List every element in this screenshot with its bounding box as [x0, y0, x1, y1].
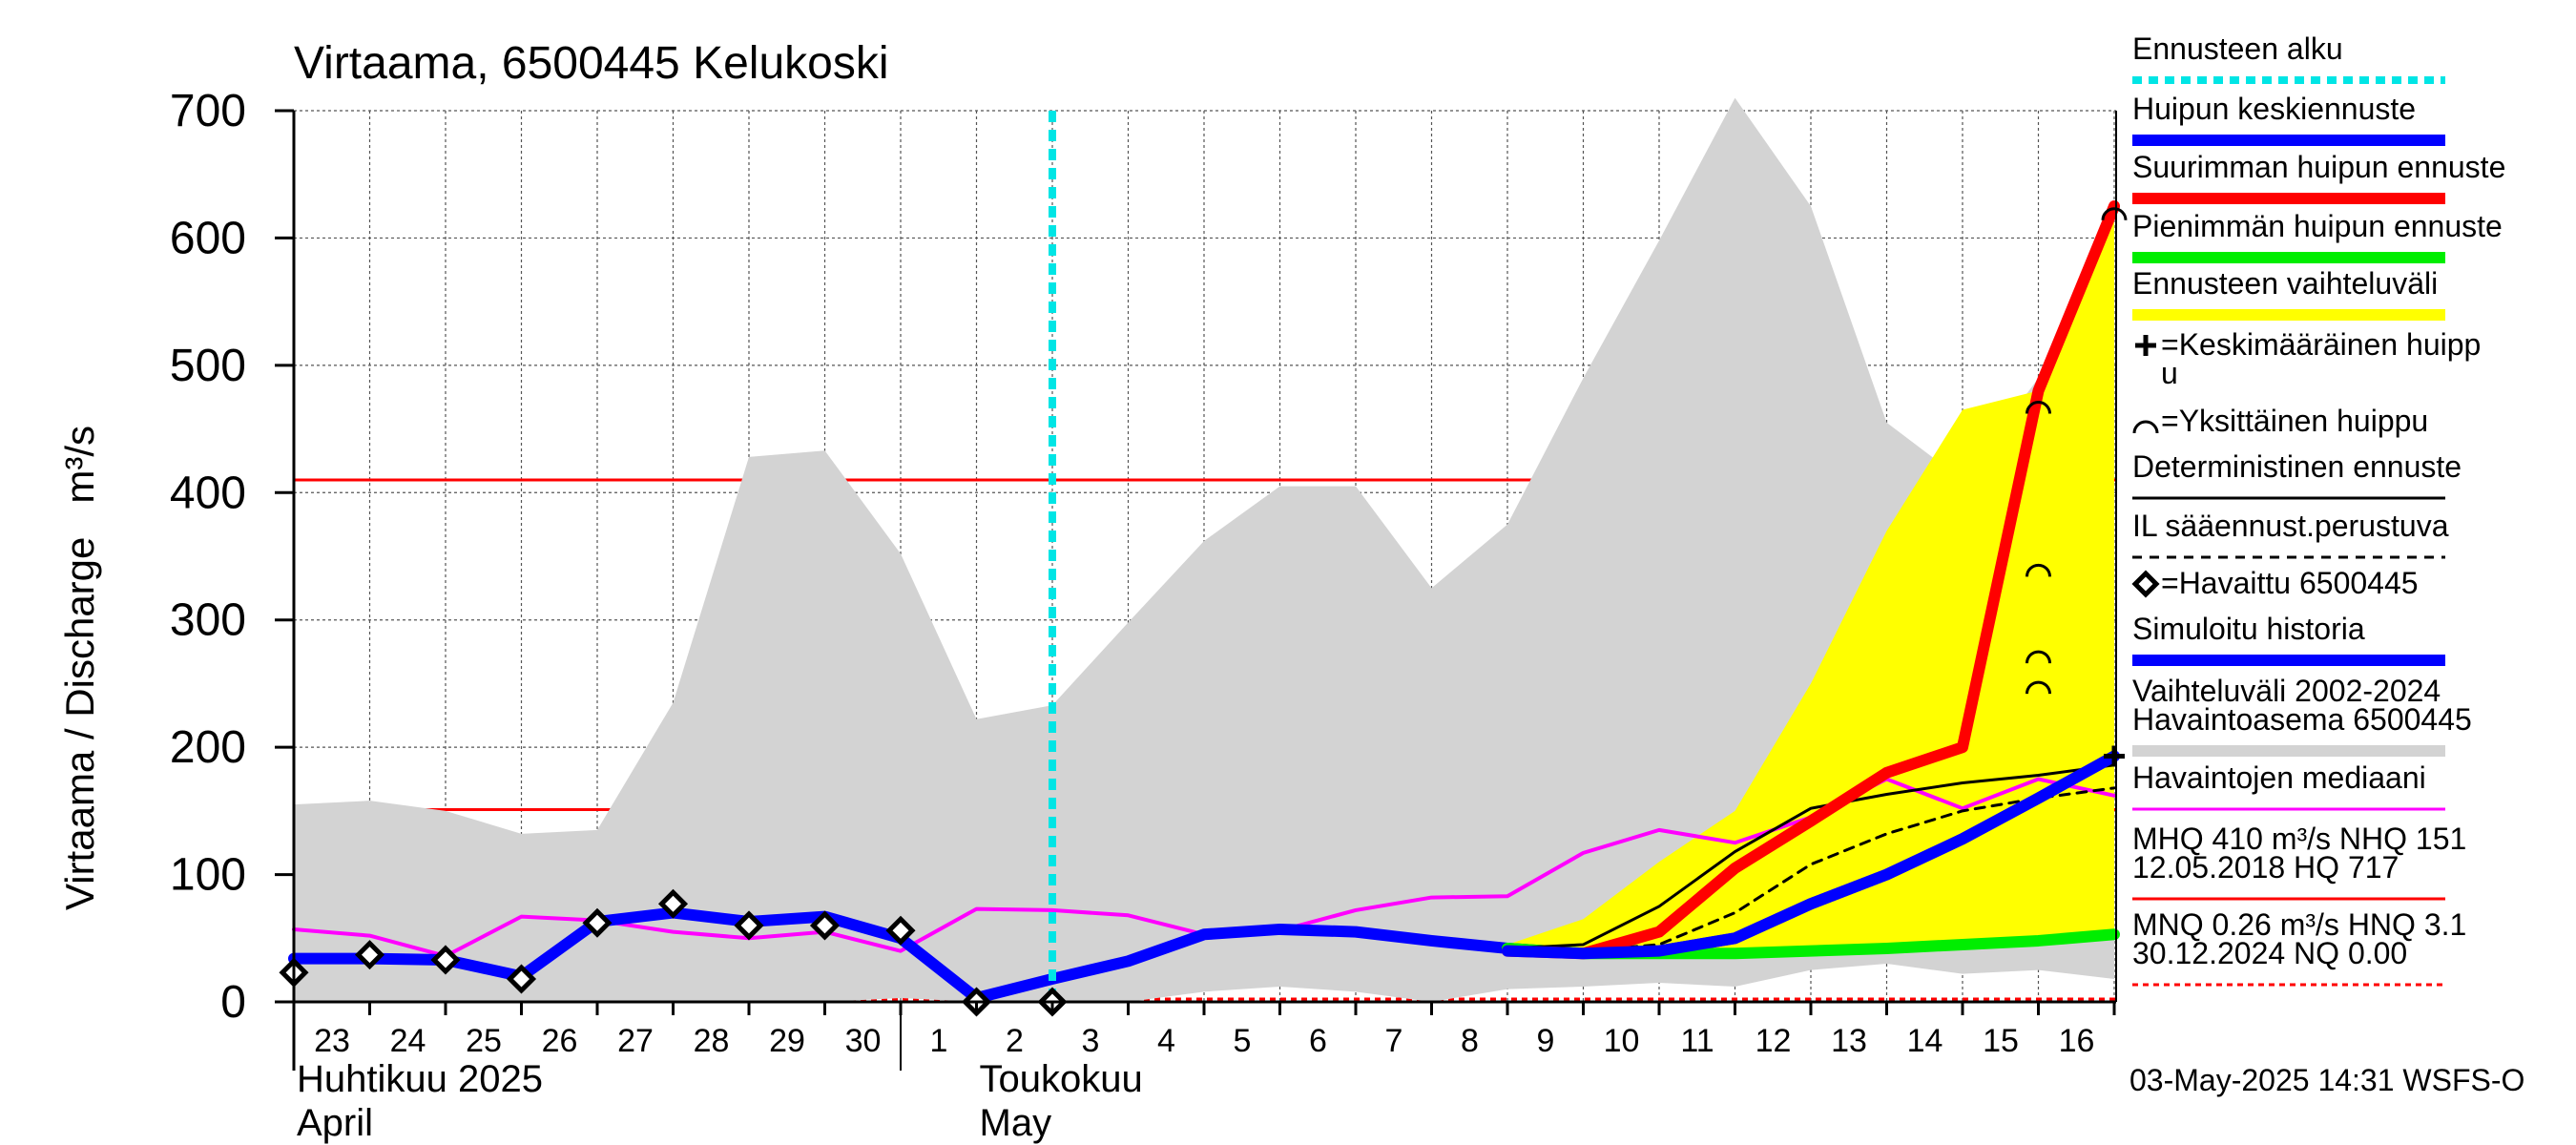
- single-peak-marker: [2101, 207, 2128, 220]
- bands-layer: [294, 97, 2114, 1002]
- observed-point: [809, 910, 841, 941]
- x-tick-label: 10: [1604, 1023, 1640, 1059]
- legend-label: Ennusteen vaihteluväli: [2132, 266, 2438, 301]
- series-il-sääennust-perustuva: [1506, 786, 2116, 953]
- legend-label: Ennusteen alku: [2132, 31, 2343, 66]
- x-tick-label: 11: [1680, 1023, 1714, 1059]
- chart-title: Virtaama, 6500445 Kelukoski: [294, 38, 889, 89]
- legend-label: MNQ 0.26 m³/s HNQ 3.1: [2132, 907, 2466, 942]
- plus-icon: [2135, 335, 2156, 356]
- y-tick-label: 500: [170, 341, 246, 391]
- band-ennusteen-vaihteluväli: [1507, 206, 2114, 954]
- legend-label: Vaihteluväli 2002-2024: [2132, 674, 2441, 708]
- footer-timestamp: 03-May-2025 14:31 WSFS-O: [2129, 1063, 2524, 1097]
- x-tick-label: 2: [1006, 1023, 1024, 1059]
- x-tick-label: 7: [1385, 1023, 1403, 1059]
- y-axis-label: Virtaama / Discharge m³/s: [57, 426, 102, 910]
- y-tick-label: 600: [170, 213, 246, 263]
- x-tick-label: 23: [314, 1023, 350, 1059]
- legend-label: =Yksittäinen huippu: [2161, 404, 2428, 438]
- single-peak-marker: [2025, 401, 2051, 414]
- y-tick-label: 0: [220, 977, 246, 1028]
- x-tick-label: 16: [2059, 1023, 2095, 1059]
- single-peak-marker: [2025, 680, 2051, 695]
- legend-label: Havaintojen mediaani: [2132, 760, 2426, 795]
- x-tick-label: 6: [1309, 1023, 1327, 1059]
- observed-point: [657, 888, 689, 919]
- series-huipun-keskiennuste: [1502, 750, 2120, 960]
- x-tick-label: 1: [930, 1023, 948, 1059]
- legend-label: Pienimmän huipun ennuste: [2132, 209, 2503, 243]
- legend-label: =Keskimääräinen huipp: [2161, 327, 2481, 362]
- legend-label: Havaintoasema 6500445: [2132, 702, 2472, 737]
- x-tick-label: 13: [1831, 1023, 1867, 1059]
- observed-point: [354, 940, 385, 970]
- x-tick-label: 26: [542, 1023, 578, 1059]
- month-label-fi: Toukokuu: [980, 1058, 1143, 1100]
- y-tick-label: 100: [170, 850, 246, 901]
- x-tick-label: 14: [1907, 1023, 1943, 1059]
- y-tick-label: 300: [170, 595, 246, 646]
- legend-label: MHQ 410 m³/s NHQ 151: [2132, 822, 2466, 856]
- legend-label: Deterministinen ennuste: [2132, 449, 2462, 484]
- legend-label: Suurimman huipun ennuste: [2132, 150, 2505, 184]
- x-tick-label: 12: [1755, 1023, 1792, 1059]
- arc-icon: [2132, 420, 2159, 434]
- x-tick-label: 29: [769, 1023, 805, 1059]
- observed-point: [506, 964, 537, 994]
- band-vaihteluväli-2002-2024: [294, 97, 2114, 1002]
- month-label-en: April: [297, 1102, 373, 1144]
- observed-point: [582, 907, 613, 938]
- month-label-en: May: [980, 1102, 1052, 1144]
- x-tick-label: 28: [694, 1023, 730, 1059]
- x-tick-label: 25: [466, 1023, 502, 1059]
- x-tick-label: 9: [1537, 1023, 1555, 1059]
- observed-point: [734, 910, 764, 941]
- diamond-icon: [2131, 570, 2160, 598]
- observed-point: [885, 915, 916, 946]
- legend: Ennusteen alku Huipun keskiennuste Suurimm…: [2131, 31, 2505, 987]
- observed-point: [430, 945, 461, 975]
- legend-label: IL sääennust.perustuva: [2132, 509, 2449, 543]
- legend-label: 30.12.2024 NQ 0.00: [2132, 936, 2407, 970]
- series-deterministinen-ennuste: [1506, 763, 2116, 950]
- legend-label: u: [2161, 356, 2178, 390]
- single-peak-marker: [2025, 563, 2051, 577]
- month-label-fi: Huhtikuu 2025: [297, 1058, 543, 1100]
- legend-label: =Havaittu 6500445: [2161, 566, 2419, 600]
- legend-label: 12.05.2018 HQ 717: [2132, 850, 2399, 885]
- series-suurimman-huipun-ennuste: [1502, 200, 2120, 960]
- legend-label: Simuloitu historia: [2132, 612, 2365, 646]
- single-peak-marker: [2025, 650, 2051, 664]
- x-tick-label: 3: [1082, 1023, 1100, 1059]
- y-tick-label: 400: [170, 468, 246, 518]
- mean-peak-marker: [2104, 745, 2125, 767]
- x-tick-label: 24: [390, 1023, 426, 1059]
- y-tick-label: 700: [170, 86, 246, 136]
- x-tick-label: 8: [1461, 1023, 1479, 1059]
- legend-label: Huipun keskiennuste: [2132, 92, 2416, 126]
- y-tick-label: 200: [170, 722, 246, 773]
- x-tick-label: 30: [845, 1023, 882, 1059]
- x-tick-label: 4: [1157, 1023, 1175, 1059]
- x-tick-label: 27: [617, 1023, 654, 1059]
- x-tick-label: 5: [1234, 1023, 1252, 1059]
- x-tick-label: 15: [1983, 1023, 2019, 1059]
